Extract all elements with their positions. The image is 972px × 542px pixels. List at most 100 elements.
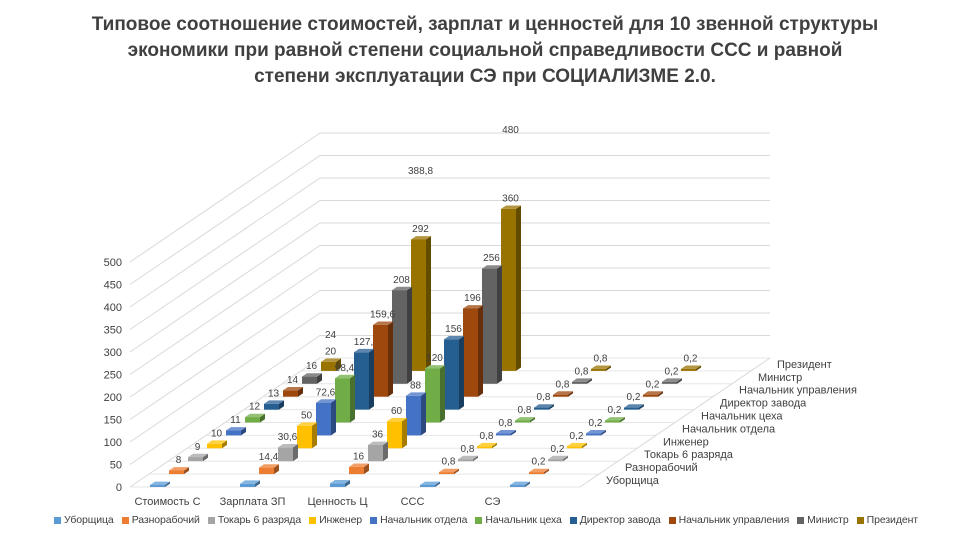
bar bbox=[681, 365, 701, 371]
legend-swatch bbox=[370, 516, 378, 524]
legend-label: Начальник цеха bbox=[485, 514, 562, 526]
data-label: 388,8 bbox=[408, 166, 433, 177]
bar bbox=[420, 481, 440, 487]
legend-label: Разнорабочий bbox=[131, 514, 200, 526]
legend-item: Начальник управления bbox=[668, 514, 789, 526]
bar-top bbox=[458, 455, 478, 460]
bar-front bbox=[297, 425, 312, 449]
bar-front bbox=[572, 381, 587, 384]
gridline bbox=[129, 267, 770, 398]
bar bbox=[591, 365, 611, 371]
legend-item: Начальник цеха bbox=[475, 514, 562, 526]
gridline bbox=[129, 312, 770, 443]
bar-front bbox=[553, 394, 568, 397]
bar-side bbox=[459, 336, 464, 410]
bar-top bbox=[245, 413, 265, 418]
bar-top bbox=[510, 481, 530, 485]
bar-top bbox=[316, 399, 336, 403]
data-label: 159,6 bbox=[370, 310, 395, 321]
bar bbox=[444, 336, 464, 410]
legend-item: Токарь 6 разряда bbox=[207, 514, 301, 526]
legend-swatch bbox=[569, 516, 577, 524]
bar bbox=[425, 365, 445, 423]
z-tick-label: Президент bbox=[777, 359, 832, 371]
bar bbox=[534, 404, 554, 410]
bar-top bbox=[392, 286, 412, 291]
legend-swatch bbox=[668, 516, 676, 524]
data-label: 0,8 bbox=[518, 405, 532, 416]
bar-top bbox=[534, 404, 554, 408]
bar-front bbox=[302, 376, 317, 384]
bar-top bbox=[297, 422, 317, 426]
gridline bbox=[129, 335, 770, 465]
x-tick-label: Стоимость С bbox=[134, 496, 200, 508]
z-tick-label: Начальник отдела bbox=[682, 423, 776, 435]
y-tick-label: 200 bbox=[104, 392, 122, 404]
legend-item: Начальник отдела bbox=[370, 514, 467, 526]
bar-top bbox=[477, 442, 497, 447]
data-label: 0,2 bbox=[551, 444, 565, 455]
bar-front bbox=[392, 290, 407, 384]
x-tick-label: Ценность Ц bbox=[308, 496, 368, 508]
bar bbox=[605, 417, 625, 423]
bar-side bbox=[331, 399, 336, 436]
bar-front bbox=[643, 394, 658, 397]
chart-plot: 0 50 100 150 200 250 300 350 400 450 500 Стоимость … bbox=[104, 125, 857, 508]
bar-side bbox=[473, 455, 478, 462]
data-label: 16 bbox=[306, 361, 318, 372]
bar-top bbox=[605, 417, 625, 421]
bar-side bbox=[369, 348, 374, 410]
data-label: 24 bbox=[325, 330, 337, 341]
bar bbox=[373, 321, 393, 397]
bar-front bbox=[245, 417, 260, 423]
bar-top bbox=[368, 441, 388, 445]
bar-front bbox=[330, 483, 345, 487]
bar-front bbox=[425, 368, 440, 423]
bar-top bbox=[425, 365, 445, 369]
bar-front bbox=[150, 485, 165, 487]
bar-side bbox=[658, 391, 663, 397]
bar-side bbox=[402, 417, 407, 449]
bar-front bbox=[321, 361, 336, 371]
y-tick-label: 0 bbox=[116, 482, 122, 494]
bar bbox=[169, 467, 189, 475]
bar-side bbox=[260, 413, 265, 423]
data-label: 120 bbox=[426, 353, 443, 364]
bar-side bbox=[222, 440, 227, 449]
bar-layer bbox=[150, 205, 701, 487]
bar-side bbox=[388, 321, 393, 397]
bar-top bbox=[188, 453, 208, 458]
z-tick-label: Начальник управления bbox=[739, 385, 857, 397]
bar-front bbox=[662, 381, 677, 384]
bar-side bbox=[165, 481, 170, 487]
bar-top bbox=[411, 236, 431, 240]
gridline bbox=[129, 177, 770, 308]
data-label: 30,6 bbox=[278, 432, 298, 443]
data-label: 50 bbox=[301, 410, 313, 421]
bar-front bbox=[477, 446, 492, 449]
bar-top bbox=[335, 374, 355, 379]
legend-swatch bbox=[53, 516, 61, 524]
z-tick-label: Инженер bbox=[663, 436, 709, 448]
data-label: 10 bbox=[211, 428, 223, 439]
bar-top bbox=[624, 404, 644, 408]
data-label: 208 bbox=[393, 275, 410, 286]
legend-label: Директор завода bbox=[579, 514, 661, 526]
bar-side bbox=[568, 391, 573, 397]
data-label: 0,8 bbox=[594, 354, 608, 365]
bar-top bbox=[373, 321, 393, 325]
bar bbox=[586, 430, 606, 436]
y-tick-label: 100 bbox=[104, 437, 122, 449]
bar-top bbox=[496, 430, 516, 434]
bar-front bbox=[458, 459, 473, 462]
bar bbox=[150, 481, 170, 487]
z-tick-label: Министр bbox=[758, 372, 802, 384]
bar bbox=[406, 392, 426, 436]
bar-front bbox=[283, 390, 298, 397]
bar-top bbox=[572, 378, 592, 382]
bar-front bbox=[387, 421, 402, 449]
data-label: 0,8 bbox=[537, 392, 551, 403]
bar-side bbox=[255, 480, 260, 487]
bar-top bbox=[515, 417, 535, 421]
bar-side bbox=[587, 378, 592, 384]
